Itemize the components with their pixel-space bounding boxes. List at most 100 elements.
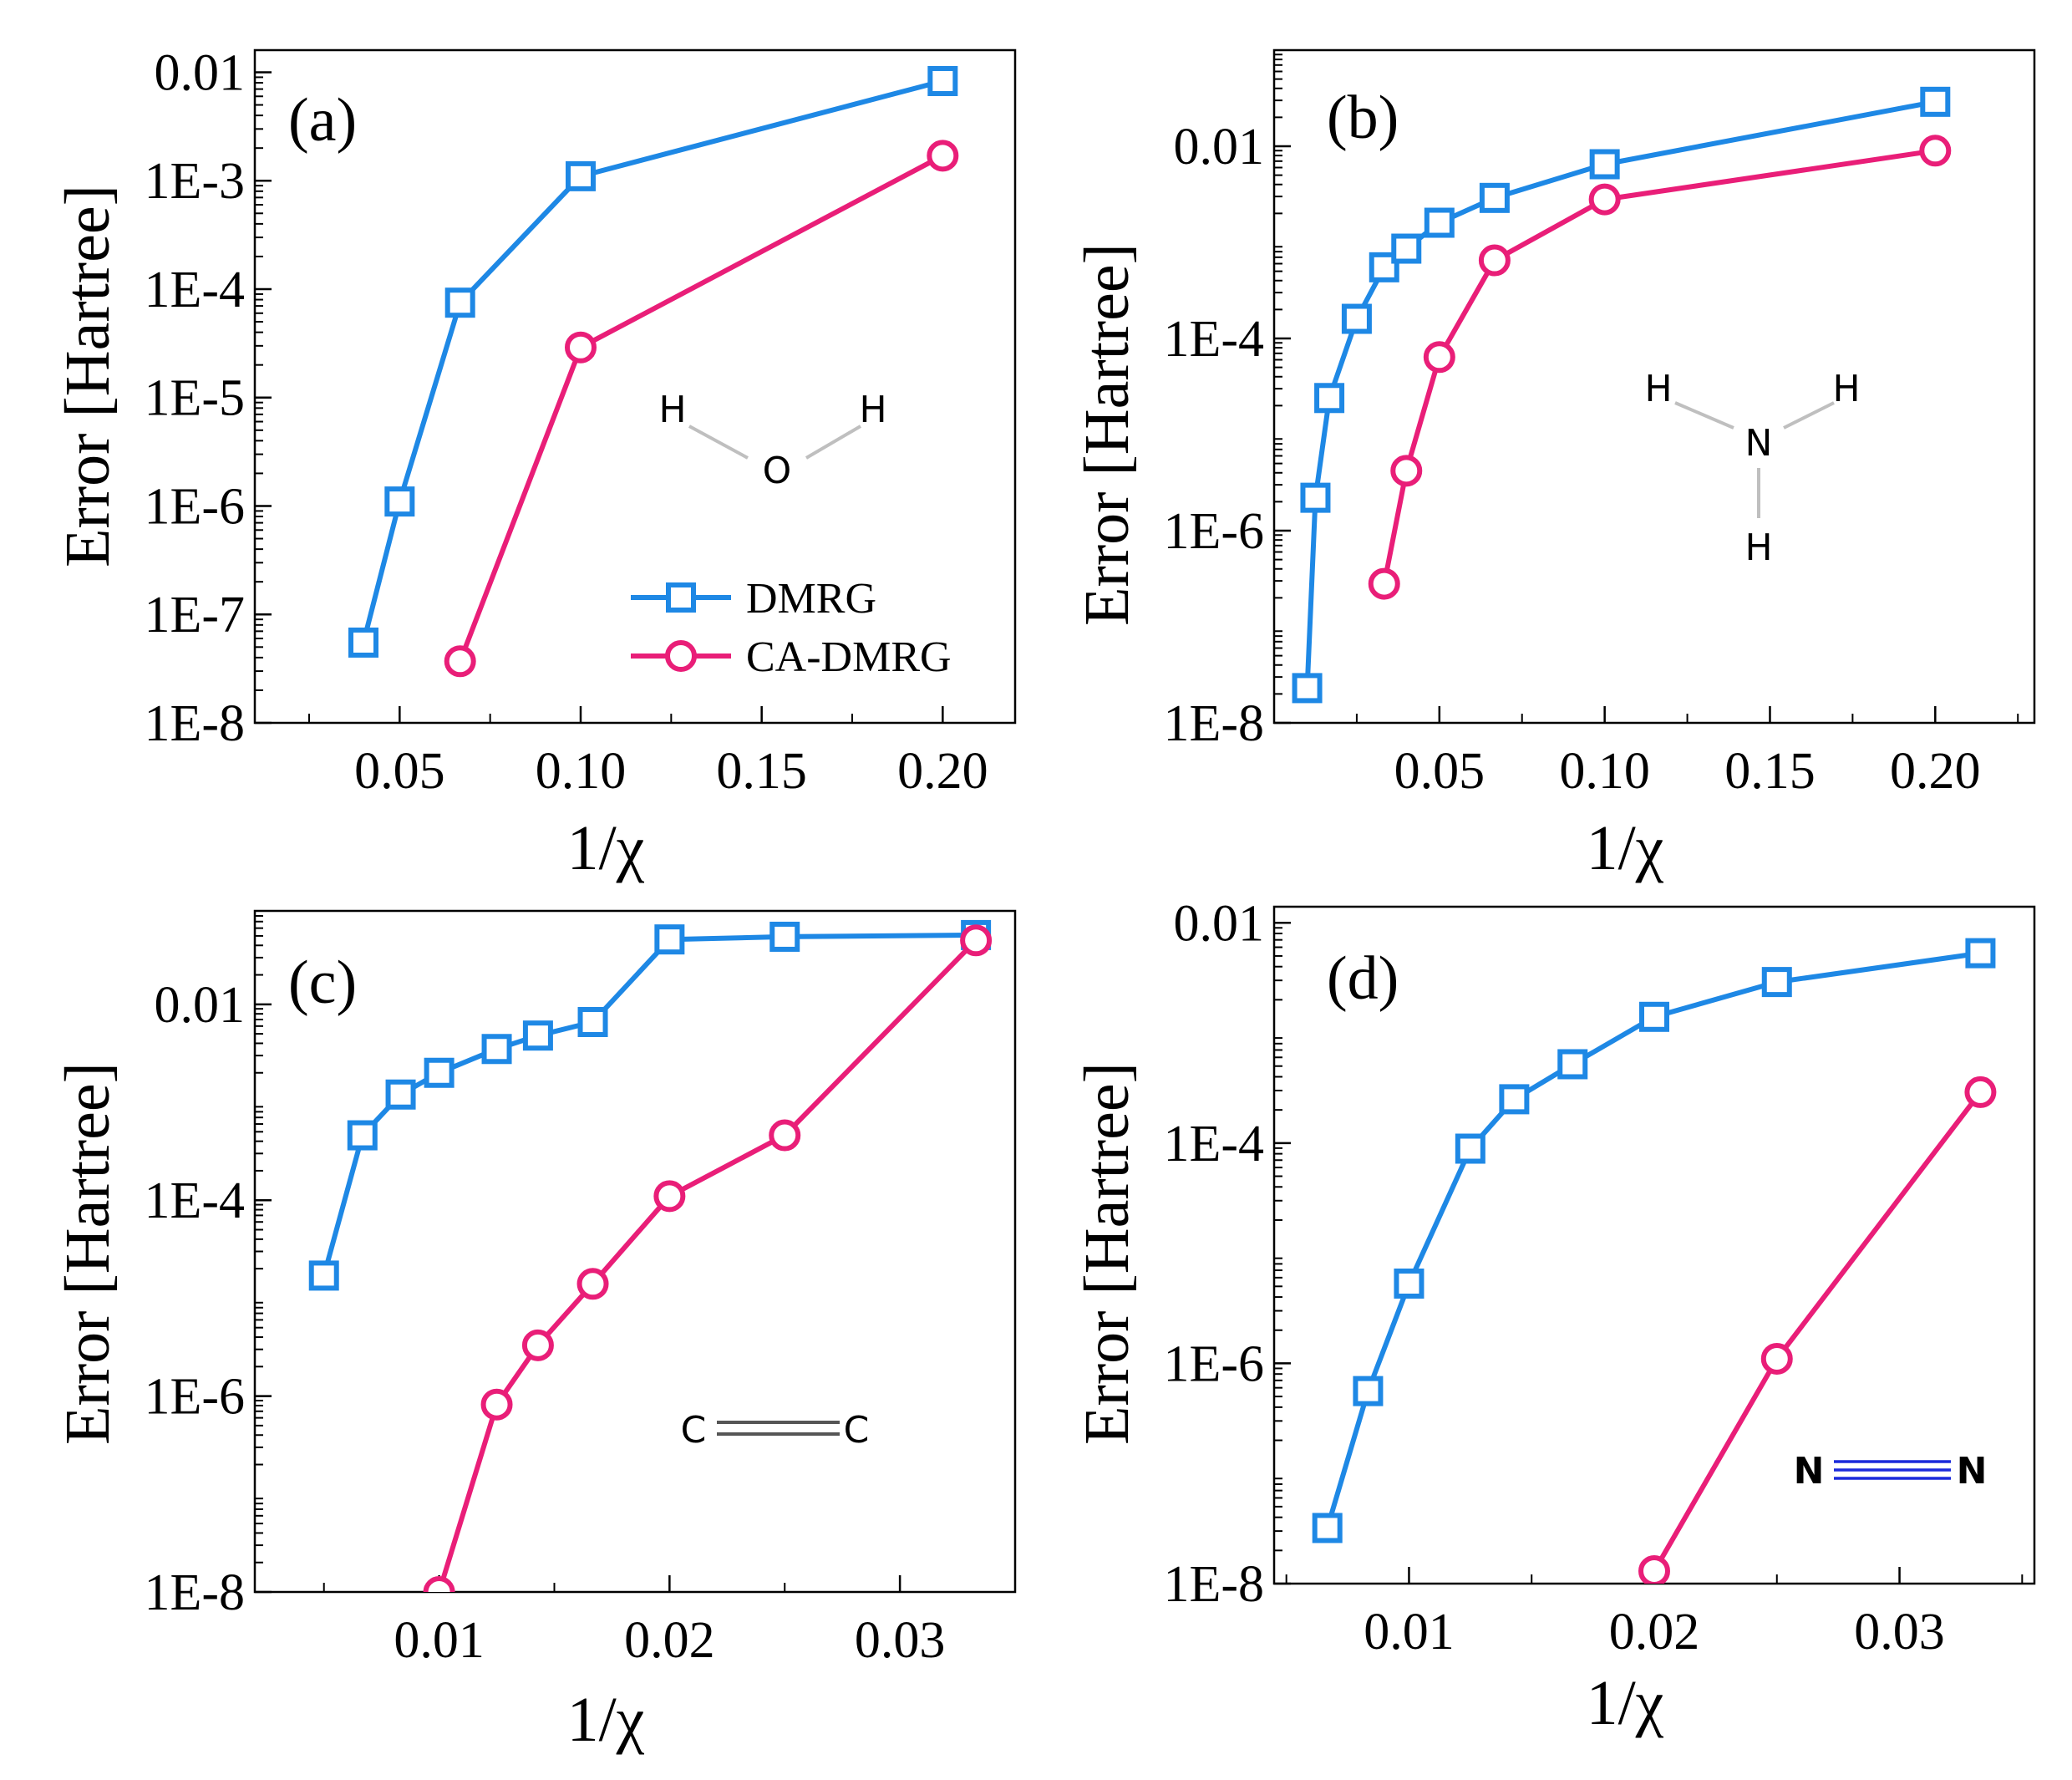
- y-tick-label: 1E-5: [144, 370, 245, 427]
- x-tick-label: 0.10: [1559, 743, 1650, 800]
- atom-c-right: C: [844, 1409, 870, 1452]
- plot-c: 1E-8 1E-6 1E-4 0.01 0.01 0.02 0.03: [144, 909, 1017, 1669]
- data-point-dmrg: [1639, 1001, 1669, 1032]
- acetylene-molecule: C C: [681, 1409, 870, 1452]
- legend-ca-dmrg-marker: [665, 640, 697, 672]
- data-point-dmrg: [1312, 1513, 1343, 1544]
- x-tick-label: 0.01: [1364, 1604, 1455, 1660]
- data-point-ca-dmrg: [1390, 455, 1423, 487]
- data-point-dmrg: [1391, 233, 1422, 264]
- y-tick-label: 1E-6: [1163, 503, 1264, 560]
- bond-n-h-right: [1783, 401, 1835, 430]
- y-tick-label: 0.01: [1174, 119, 1265, 175]
- data-point-ca-dmrg: [444, 645, 476, 678]
- x-axis-title-b: 1/χ: [1587, 813, 1664, 883]
- atom-o: O: [763, 450, 792, 492]
- panel-d: 1E-8 1E-6 1E-4 0.01 0.01 0.02 0.03 (d) 1/χ Err…: [1072, 895, 2036, 1738]
- panel-label-d: (d): [1327, 944, 1399, 1013]
- legend-a: DMRG CA-DMRG: [631, 575, 952, 681]
- atom-h-right: H: [1832, 368, 1860, 410]
- plot-d: 1E-8 1E-6 1E-4 0.01 0.01 0.02 0.03: [1163, 895, 2036, 1660]
- panel-label-a: (a): [288, 86, 357, 155]
- plot-a: 1E-8 1E-7 1E-6 1E-5 1E-4 1E-3 0.01 0.05 0.10 0.15…: [144, 44, 1017, 800]
- y-tick-label: 1E-6: [1163, 1335, 1264, 1392]
- data-point-dmrg: [1761, 967, 1792, 998]
- x-axis-title-a: 1/χ: [567, 813, 645, 883]
- data-point-dmrg: [348, 627, 378, 658]
- data-point-dmrg: [1369, 252, 1399, 282]
- y-tick-label: 1E-4: [144, 262, 245, 318]
- data-point-dmrg: [1479, 182, 1510, 213]
- atom-h-right: H: [859, 389, 886, 431]
- atom-n: N: [1745, 422, 1773, 465]
- y-tick-label: 0.01: [1174, 895, 1265, 952]
- y-tick-label: 1E-7: [144, 587, 245, 643]
- x-tick-label: 0.03: [855, 1612, 946, 1669]
- data-point-dmrg: [1314, 383, 1345, 414]
- y-axis-title-a: Error [Hartree]: [53, 185, 123, 567]
- x-tick-label: 0.05: [354, 743, 445, 800]
- data-point-ca-dmrg: [576, 1268, 609, 1300]
- y-axis-title-c: Error [Hartree]: [53, 1062, 123, 1445]
- ammonia-molecule: H H N H: [1644, 368, 1860, 569]
- data-point-dmrg: [577, 1006, 608, 1037]
- data-point-dmrg: [1424, 207, 1455, 238]
- data-point-ca-dmrg: [1638, 1554, 1670, 1584]
- panel-b: 1E-8 1E-6 1E-4 0.01 0.05 0.10 0.15 0.20 (b) 1/χ…: [1072, 48, 2036, 883]
- x-tick-label: 0.20: [897, 743, 988, 800]
- data-point-ca-dmrg: [521, 1329, 554, 1361]
- atom-n-right: N: [1957, 1450, 1988, 1493]
- data-point-dmrg: [1341, 303, 1372, 334]
- data-point-dmrg: [654, 924, 685, 955]
- data-point-ca-dmrg: [1423, 341, 1455, 374]
- x-tick-label: 0.15: [1724, 743, 1816, 800]
- series-dmrg-a: [348, 65, 958, 658]
- x-tick-label: 0.02: [624, 1612, 715, 1669]
- y-tick-label: 1E-8: [144, 695, 245, 752]
- data-point-dmrg: [1920, 86, 1951, 117]
- data-point-ca-dmrg: [1478, 244, 1511, 277]
- data-point-dmrg: [1394, 1268, 1424, 1299]
- y-tick-label: 1E-8: [1163, 695, 1264, 752]
- y-tick-label: 1E-6: [144, 1369, 245, 1426]
- y-tick-label: 1E-8: [144, 1564, 245, 1621]
- legend-dmrg-label: DMRG: [746, 575, 876, 623]
- panel-label-c: (c): [288, 948, 357, 1017]
- series-dmrg-d: [1312, 938, 1996, 1544]
- series-ca-dmrg-a: [444, 140, 959, 678]
- data-point-dmrg: [384, 486, 415, 517]
- legend-ca-dmrg-label: CA-DMRG: [746, 633, 952, 681]
- data-point-ca-dmrg: [769, 1119, 801, 1152]
- bond-o-h-right: [805, 425, 862, 460]
- water-molecule: H H O: [658, 389, 886, 492]
- data-point-dmrg: [1965, 938, 1996, 969]
- data-point-dmrg: [444, 287, 475, 318]
- series-line-ca-dmrg: [1381, 148, 1936, 585]
- data-point-ca-dmrg: [1760, 1342, 1793, 1375]
- data-point-ca-dmrg: [1368, 567, 1400, 600]
- y-tick-label: 1E-4: [144, 1172, 245, 1229]
- x-tick-label: 0.01: [394, 1612, 485, 1669]
- y-axis-title-d: Error [Hartree]: [1072, 1062, 1142, 1445]
- panel-a: 1E-8 1E-7 1E-6 1E-5 1E-4 1E-3 0.01 0.05 0.10 0.15…: [53, 44, 1017, 883]
- data-point-dmrg: [347, 1120, 378, 1151]
- y-tick-label: 1E-4: [1163, 1116, 1264, 1172]
- data-point-dmrg: [769, 921, 800, 952]
- data-point-dmrg: [308, 1260, 339, 1291]
- x-tick-label: 0.05: [1394, 743, 1485, 800]
- series-ca-dmrg-b: [1368, 135, 1952, 600]
- data-point-ca-dmrg: [927, 140, 959, 172]
- y-tick-label: 1E-3: [144, 153, 245, 210]
- plot-frame-a: [253, 48, 1017, 725]
- y-axis-title-b: Error [Hartree]: [1072, 243, 1142, 626]
- bond-o-h-left: [688, 425, 749, 460]
- atom-n-left: N: [1794, 1450, 1825, 1493]
- panel-label-b: (b): [1327, 84, 1399, 152]
- data-point-ca-dmrg: [1588, 183, 1621, 216]
- data-point-dmrg: [1557, 1049, 1588, 1080]
- atom-c-left: C: [681, 1409, 707, 1452]
- x-tick-label: 0.03: [1854, 1604, 1945, 1660]
- atom-h-left: H: [658, 389, 686, 431]
- plot-b: 1E-8 1E-6 1E-4 0.01 0.05 0.10 0.15 0.20: [1163, 48, 2036, 800]
